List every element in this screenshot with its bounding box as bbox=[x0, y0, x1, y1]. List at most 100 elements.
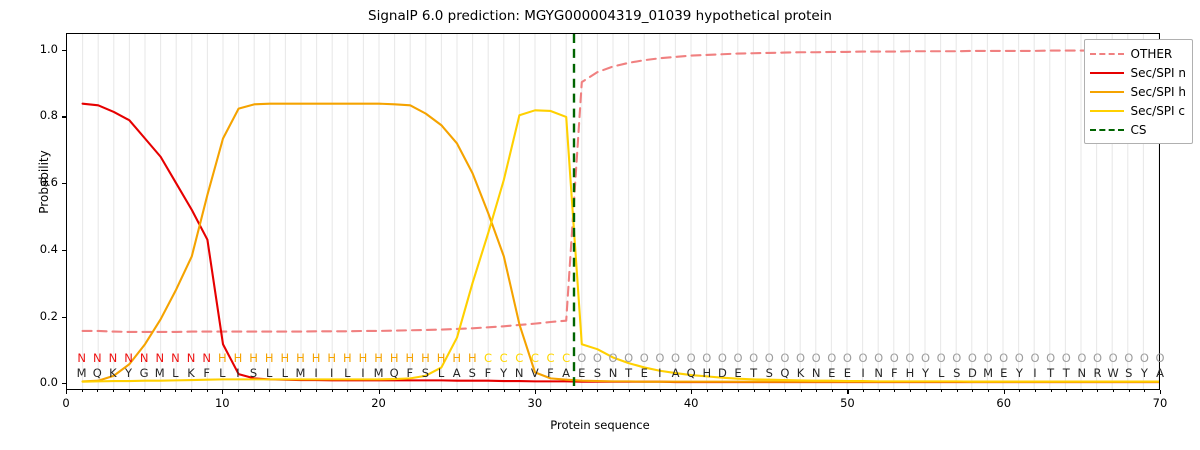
legend-item-sec-spi-c[interactable]: Sec/SPI c bbox=[1089, 101, 1186, 120]
sequence-residue: F bbox=[406, 366, 414, 380]
region-marker: O bbox=[717, 351, 727, 365]
x-tick-minor-mark bbox=[956, 390, 958, 393]
x-tick-minor-mark bbox=[472, 390, 474, 393]
x-tick-minor-mark bbox=[1034, 390, 1036, 393]
region-marker: O bbox=[1124, 351, 1134, 365]
sequence-residue: Y bbox=[1140, 366, 1148, 380]
y-tick-mark bbox=[62, 249, 66, 251]
sequence-residue: V bbox=[530, 366, 539, 380]
y-tick-mark bbox=[62, 183, 66, 185]
legend-line-icon bbox=[1089, 67, 1124, 79]
x-tick-minor-mark bbox=[581, 390, 583, 393]
sequence-residue: Q bbox=[92, 366, 102, 380]
x-tick-minor-mark bbox=[1144, 390, 1146, 393]
region-marker: O bbox=[874, 351, 884, 365]
x-tick-minor-mark bbox=[362, 390, 364, 393]
x-tick-minor-mark bbox=[394, 390, 396, 393]
region-marker: O bbox=[733, 351, 743, 365]
sequence-residue: Q bbox=[686, 366, 696, 380]
x-tick-60: 60 bbox=[996, 396, 1012, 410]
sequence-residue: I bbox=[236, 366, 240, 380]
x-tick-minor-mark bbox=[1097, 390, 1099, 393]
region-marker: N bbox=[124, 351, 133, 365]
region-marker: H bbox=[436, 351, 446, 365]
x-tick-minor-mark bbox=[706, 390, 708, 393]
region-marker: O bbox=[608, 351, 618, 365]
region-marker: H bbox=[280, 351, 290, 365]
region-marker: O bbox=[952, 351, 962, 365]
curve-sec-spi-c bbox=[81, 109, 1159, 383]
region-marker: O bbox=[811, 351, 821, 365]
legend-item-sec-spi-h[interactable]: Sec/SPI h bbox=[1089, 82, 1186, 101]
region-marker: H bbox=[358, 351, 368, 365]
sequence-residue: M bbox=[295, 366, 306, 380]
sequence-residue: S bbox=[249, 366, 258, 380]
region-marker: O bbox=[577, 351, 587, 365]
sequence-residue: W bbox=[1107, 366, 1119, 380]
x-tick-minor-mark bbox=[487, 390, 489, 393]
sequence-residue: S bbox=[1125, 366, 1133, 380]
sequence-residue: T bbox=[1062, 366, 1070, 380]
region-marker: N bbox=[186, 351, 196, 365]
legend-item-label: Sec/SPI n bbox=[1130, 65, 1186, 80]
x-tick-minor-mark bbox=[941, 390, 943, 393]
x-tick-minor-mark bbox=[1113, 390, 1115, 393]
x-tick-minor-mark bbox=[1050, 390, 1052, 393]
region-marker: N bbox=[202, 351, 211, 365]
sequence-residue: R bbox=[1093, 366, 1102, 380]
sequence-residue: I bbox=[361, 366, 365, 380]
x-tick-minor-mark bbox=[1066, 390, 1068, 393]
sequence-residue: I bbox=[658, 366, 662, 380]
region-marker: H bbox=[233, 351, 243, 365]
region-marker: O bbox=[780, 351, 790, 365]
x-tick-minor-mark bbox=[175, 390, 177, 393]
x-tick-minor-mark bbox=[800, 390, 802, 393]
region-marker: C bbox=[515, 351, 524, 365]
x-tick-minor-mark bbox=[769, 390, 771, 393]
sequence-residue: N bbox=[811, 366, 821, 380]
region-marker: O bbox=[686, 351, 696, 365]
region-marker: O bbox=[999, 351, 1009, 365]
sequence-residue: D bbox=[968, 366, 977, 380]
x-tick-minor-mark bbox=[206, 390, 208, 393]
x-tick-minor-mark bbox=[675, 390, 677, 393]
region-marker: N bbox=[108, 351, 118, 365]
x-tick-minor-mark bbox=[738, 390, 740, 393]
x-tick-40: 40 bbox=[683, 396, 699, 410]
legend-item-sec-spi-n[interactable]: Sec/SPI n bbox=[1089, 63, 1186, 82]
legend-item-label: Sec/SPI c bbox=[1130, 103, 1185, 118]
x-tick-minor-mark bbox=[894, 390, 896, 393]
region-marker: C bbox=[483, 351, 492, 365]
x-tick-minor-mark bbox=[300, 390, 302, 393]
sequence-residue: A bbox=[452, 366, 461, 380]
legend-item-cs[interactable]: CS bbox=[1089, 120, 1186, 139]
x-tick-minor-mark bbox=[441, 390, 443, 393]
x-tick-minor-mark bbox=[613, 390, 614, 393]
region-marker: C bbox=[546, 351, 555, 365]
sequence-residue: Q bbox=[780, 366, 790, 380]
x-tick-minor-mark bbox=[863, 390, 865, 393]
x-tick-minor-mark bbox=[753, 390, 755, 393]
sequence-residue: F bbox=[484, 366, 492, 380]
x-tick-minor-mark bbox=[331, 390, 333, 393]
sequence-residue: Q bbox=[389, 366, 399, 380]
region-marker: C bbox=[530, 351, 539, 365]
x-tick-mark bbox=[222, 390, 224, 394]
region-marker: N bbox=[171, 351, 180, 365]
curve-other bbox=[81, 49, 1159, 333]
x-tick-50: 50 bbox=[840, 396, 855, 410]
sequence-residue: E bbox=[578, 366, 586, 380]
x-tick-minor-mark bbox=[456, 390, 458, 393]
legend-item-other[interactable]: OTHER bbox=[1089, 44, 1186, 63]
x-tick-mark bbox=[847, 390, 849, 394]
sequence-residue: S bbox=[953, 366, 961, 380]
legend[interactable]: OTHER Sec/SPI n Sec/SPI h Sec/SPI c CS bbox=[1083, 39, 1193, 144]
sequence-residue: S bbox=[765, 366, 773, 380]
y-tick-0.2: 0.2 bbox=[39, 308, 58, 323]
x-tick-minor-mark bbox=[784, 390, 786, 393]
sequence-residue: I bbox=[1033, 366, 1037, 380]
region-marker: O bbox=[1139, 351, 1149, 365]
sequence-residue: A bbox=[671, 366, 680, 380]
region-marker: N bbox=[92, 351, 102, 365]
